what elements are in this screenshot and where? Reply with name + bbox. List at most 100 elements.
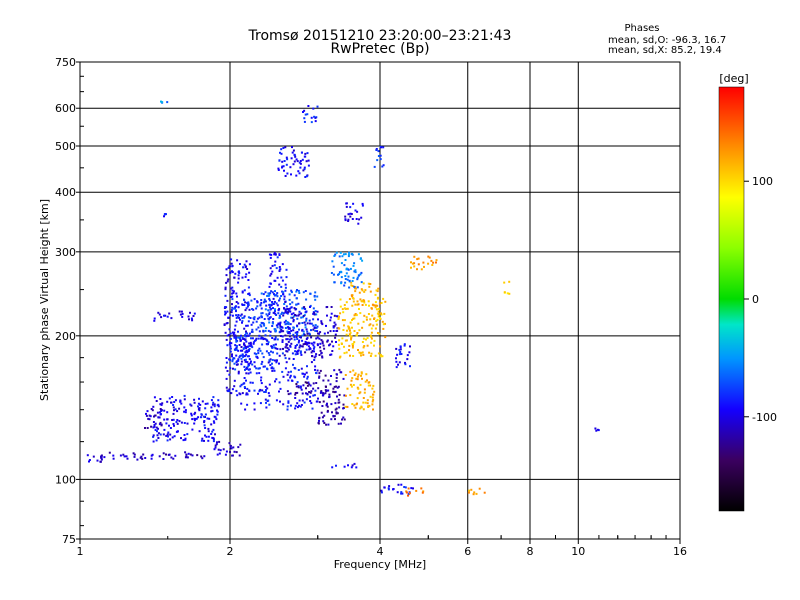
data-point <box>158 416 161 419</box>
data-point <box>375 308 378 311</box>
data-point <box>236 315 239 318</box>
data-point <box>235 338 238 341</box>
data-point <box>211 409 214 412</box>
data-point <box>280 276 283 279</box>
data-point <box>381 320 384 323</box>
data-point <box>310 402 313 405</box>
data-point <box>251 337 254 340</box>
data-point <box>299 385 302 388</box>
data-point <box>269 256 272 259</box>
data-point <box>290 173 292 176</box>
data-point <box>316 295 319 298</box>
data-point <box>236 394 239 397</box>
data-point <box>183 434 186 436</box>
data-point <box>305 319 308 322</box>
data-point <box>331 466 334 469</box>
data-point <box>287 401 290 404</box>
data-point <box>226 280 229 283</box>
data-point <box>241 290 244 293</box>
data-point <box>235 346 238 349</box>
data-point <box>305 298 308 301</box>
data-point <box>285 361 288 364</box>
data-point <box>269 316 271 319</box>
data-point <box>258 347 261 350</box>
data-point <box>259 388 262 391</box>
data-point <box>210 406 213 409</box>
data-point <box>232 367 234 370</box>
data-point <box>327 379 330 382</box>
data-point <box>349 331 352 334</box>
data-point <box>267 292 270 295</box>
data-point <box>326 402 328 405</box>
data-point <box>306 381 309 384</box>
data-point <box>337 327 340 330</box>
data-point <box>170 456 173 459</box>
data-point <box>229 444 232 447</box>
data-point <box>285 350 288 353</box>
data-point <box>296 352 299 355</box>
data-point <box>361 326 364 329</box>
data-point <box>302 169 305 172</box>
data-point <box>290 329 293 332</box>
data-point <box>352 355 355 357</box>
data-point <box>310 361 313 364</box>
data-point <box>191 418 194 421</box>
data-point <box>356 332 359 334</box>
data-point <box>356 210 359 213</box>
data-point <box>271 321 274 324</box>
data-point <box>285 268 288 271</box>
data-point <box>166 433 169 436</box>
data-point <box>367 313 370 315</box>
data-point <box>354 303 357 306</box>
data-point <box>333 314 336 317</box>
data-point <box>157 427 159 430</box>
data-point <box>263 298 266 301</box>
data-point <box>380 313 383 316</box>
data-point <box>165 422 168 425</box>
data-point <box>289 166 292 169</box>
data-point <box>238 316 240 319</box>
data-point <box>242 266 245 269</box>
data-point <box>264 391 267 393</box>
data-point <box>296 381 299 384</box>
data-point <box>153 424 156 426</box>
data-point <box>344 275 347 277</box>
data-point <box>227 390 230 393</box>
data-point <box>314 389 317 392</box>
data-point <box>309 292 312 295</box>
data-point <box>319 349 322 352</box>
data-point <box>315 353 318 356</box>
data-point <box>256 356 259 359</box>
data-point <box>231 295 234 298</box>
data-point <box>282 147 285 149</box>
data-point <box>312 328 315 331</box>
data-point <box>483 491 486 494</box>
data-point <box>309 400 312 402</box>
data-point <box>327 423 330 426</box>
data-point <box>216 441 218 444</box>
data-point <box>231 286 234 289</box>
data-point <box>325 324 327 327</box>
data-point <box>304 290 307 292</box>
data-point <box>294 353 297 356</box>
data-point <box>373 304 376 307</box>
data-point <box>231 355 233 358</box>
data-point <box>235 363 238 366</box>
x-tick-label: 8 <box>527 545 534 558</box>
data-point <box>251 381 254 384</box>
data-point <box>193 398 196 401</box>
data-point <box>257 367 260 370</box>
data-point <box>334 323 337 326</box>
data-point <box>435 261 437 264</box>
data-point <box>303 120 306 123</box>
data-point <box>158 313 161 316</box>
data-point <box>313 350 315 353</box>
data-point <box>256 317 259 320</box>
data-point <box>306 322 309 325</box>
data-point <box>284 357 287 360</box>
data-point <box>313 295 316 298</box>
data-point <box>269 364 272 367</box>
y-tick-label: 75 <box>62 533 76 546</box>
data-point <box>368 285 371 288</box>
data-point <box>312 382 315 385</box>
